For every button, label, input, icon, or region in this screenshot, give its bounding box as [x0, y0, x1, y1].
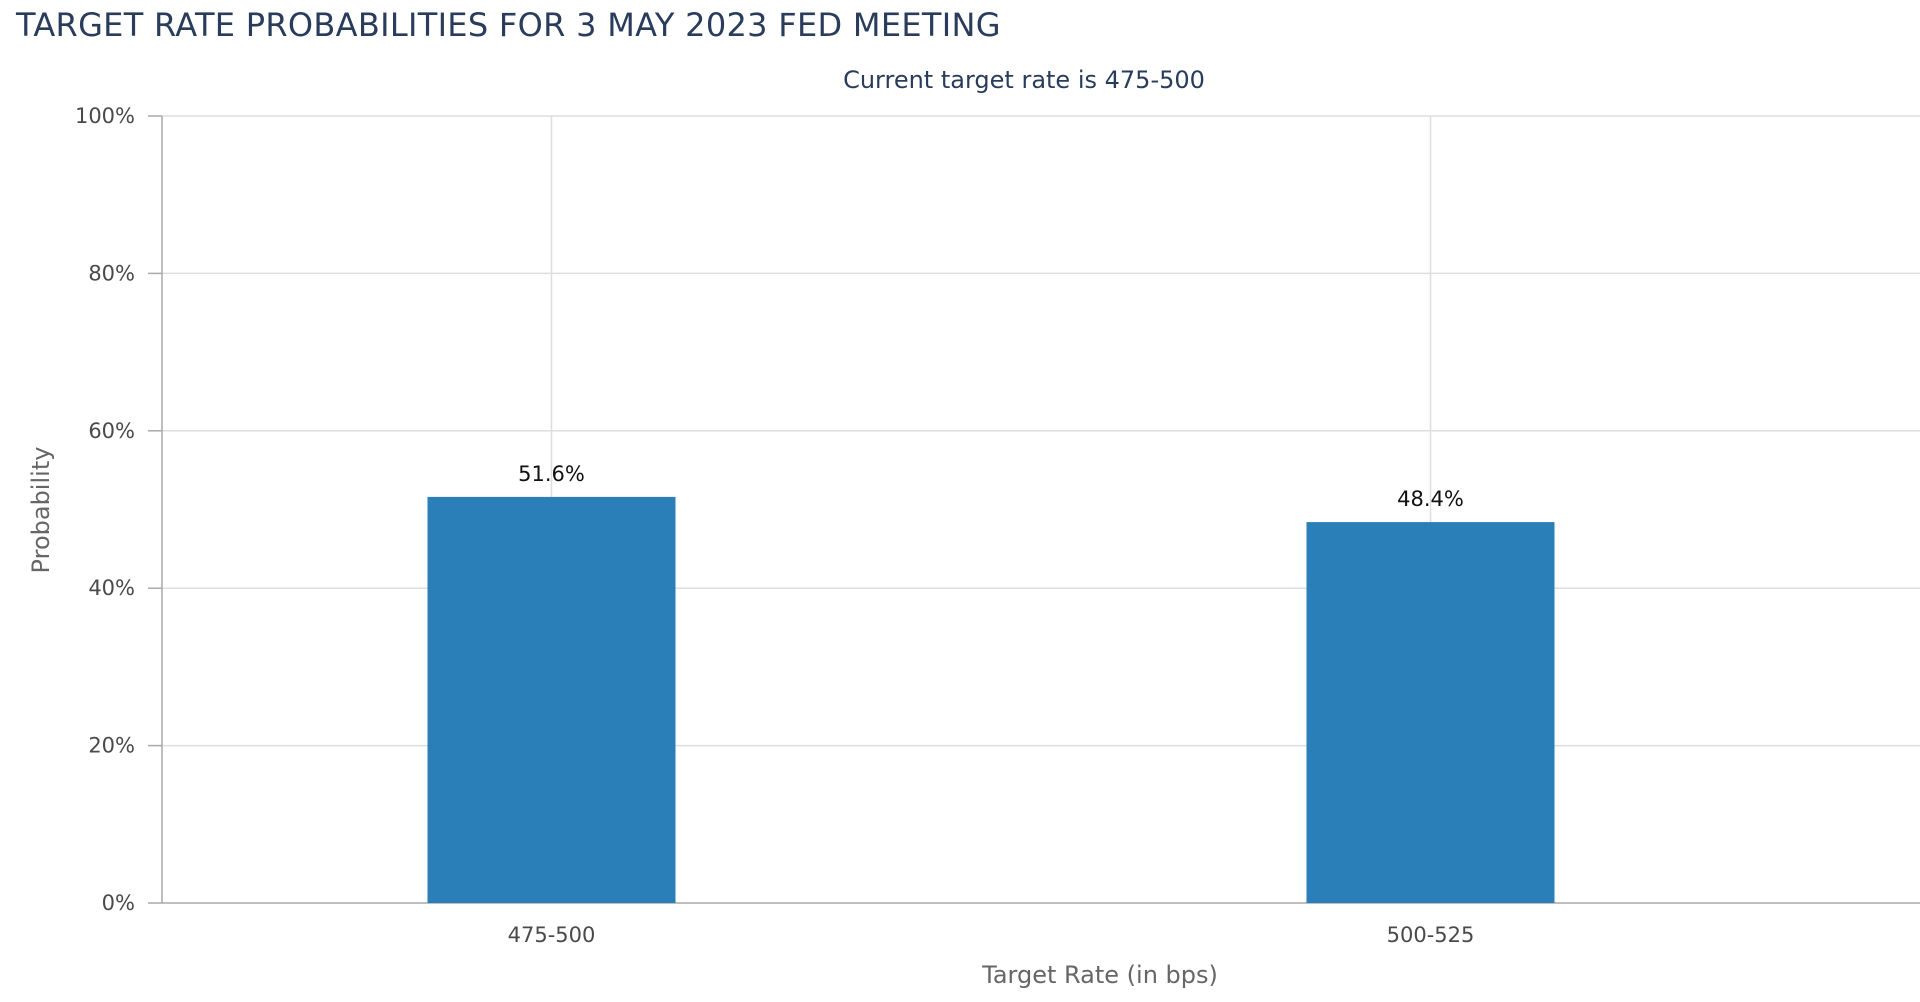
- x-axis-title: Target Rate (in bps): [981, 961, 1218, 989]
- bar-500-525: [1306, 522, 1555, 903]
- labels: 0% 20% 40% 60% 80% 100% 51.6% 475-500 48.4% 500-5…: [75, 104, 1474, 947]
- y-tick-label: 60%: [88, 419, 135, 443]
- chart-subtitle: Current target rate is 475-500: [843, 66, 1205, 94]
- bar-475-500: [427, 496, 676, 903]
- data-label-500-525: 48.4%: [1397, 487, 1464, 511]
- y-tick-label: 20%: [88, 734, 135, 758]
- y-tick-label: 40%: [88, 576, 135, 600]
- y-tick-label: 80%: [88, 261, 135, 285]
- y-axis-title: Probability: [27, 447, 55, 574]
- y-tick-label: 100%: [75, 104, 135, 128]
- y-tick-label: 0%: [102, 891, 135, 915]
- chart-title: TARGET RATE PROBABILITIES FOR 3 MAY 2023…: [16, 6, 1001, 44]
- data-label-475-500: 51.6%: [518, 462, 585, 486]
- bars: [427, 496, 1555, 903]
- gridlines: [148, 115, 1920, 904]
- x-tick-label-475-500: 475-500: [508, 923, 596, 947]
- x-tick-label-500-525: 500-525: [1387, 923, 1475, 947]
